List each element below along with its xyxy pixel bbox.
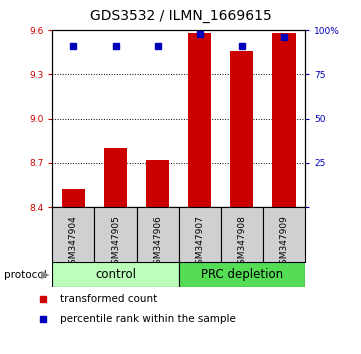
Bar [221, 207, 263, 262]
Text: control: control [95, 268, 136, 281]
Text: PRC depletion: PRC depletion [201, 268, 283, 281]
Text: GSM347909: GSM347909 [279, 215, 288, 270]
Text: GSM347907: GSM347907 [195, 215, 204, 270]
Bar [52, 262, 179, 287]
Bar [95, 207, 136, 262]
Bar [188, 33, 211, 207]
Text: protocol: protocol [4, 270, 46, 280]
Text: percentile rank within the sample: percentile rank within the sample [60, 314, 236, 324]
Text: GDS3532 / ILMN_1669615: GDS3532 / ILMN_1669615 [90, 9, 271, 23]
Text: ▶: ▶ [41, 270, 49, 280]
Bar [179, 262, 305, 287]
Bar [104, 148, 127, 207]
Text: transformed count: transformed count [60, 294, 157, 304]
Bar [179, 207, 221, 262]
Text: GSM347905: GSM347905 [111, 215, 120, 270]
Bar [146, 160, 169, 207]
Bar [52, 207, 95, 262]
Text: GSM347904: GSM347904 [69, 215, 78, 270]
Bar [263, 207, 305, 262]
Bar [273, 33, 296, 207]
Bar [62, 189, 85, 207]
Text: GSM347908: GSM347908 [238, 215, 246, 270]
Bar [136, 207, 179, 262]
Bar [230, 51, 253, 207]
Text: GSM347906: GSM347906 [153, 215, 162, 270]
